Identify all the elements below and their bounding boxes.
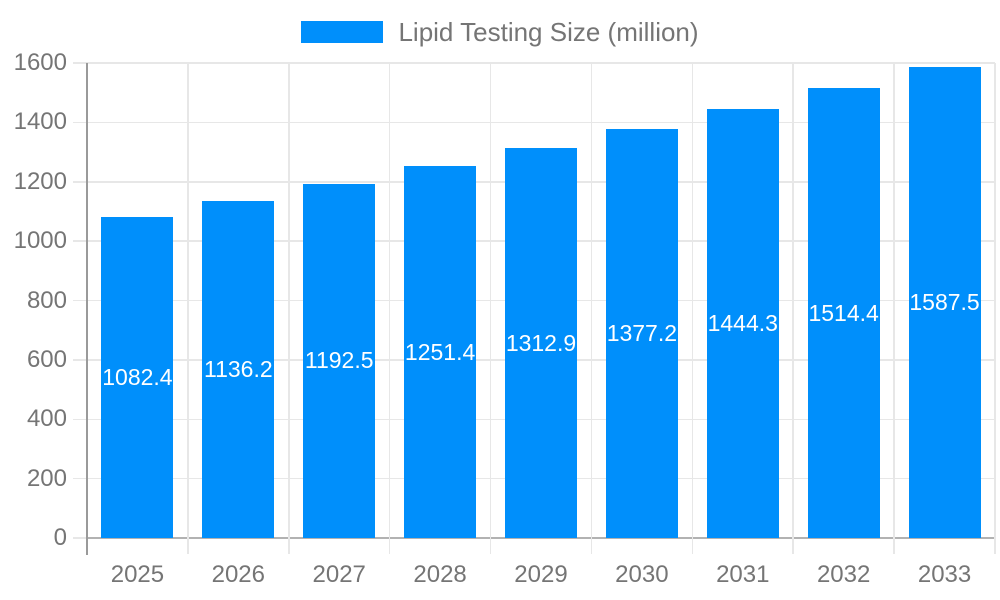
y-tick-mark [73, 121, 87, 124]
x-axis-tick-label: 2026 [211, 561, 265, 588]
y-tick-mark [73, 62, 87, 64]
bar[interactable]: 1251.4 [404, 166, 477, 538]
x-gridline [187, 63, 189, 538]
x-tick-mark [288, 538, 290, 554]
x-gridline [388, 63, 391, 538]
x-gridline [691, 63, 694, 538]
y-axis-tick-label: 800 [26, 286, 67, 314]
y-axis-tick-label: 0 [53, 524, 67, 551]
y-axis-tick-label: 600 [26, 345, 67, 373]
x-axis-tick-label: 2032 [816, 561, 871, 588]
y-tick-mark [73, 240, 87, 242]
x-gridline [489, 63, 492, 538]
bar[interactable]: 1192.5 [303, 183, 376, 538]
x-axis-tick-label: 2025 [110, 561, 165, 588]
y-gridline [87, 62, 995, 64]
bar[interactable]: 1514.4 [807, 88, 880, 538]
y-axis-tick-label: 1000 [13, 227, 67, 255]
bar-value-label: 1312.9 [505, 329, 577, 356]
bar-value-label: 1192.5 [304, 347, 374, 374]
legend-swatch-icon [301, 21, 384, 43]
y-axis-tick-label: 1400 [13, 108, 67, 136]
x-axis-tick-label: 2033 [917, 561, 972, 588]
y-axis-tick-label: 400 [26, 405, 67, 433]
bar-value-label: 1082.4 [102, 363, 173, 390]
x-gridline [288, 63, 290, 538]
x-tick-mark [590, 538, 593, 554]
y-tick-mark [73, 299, 87, 302]
y-axis-tick-label: 200 [26, 464, 67, 492]
x-tick-mark [187, 538, 189, 554]
x-tick-mark [792, 538, 794, 554]
y-gridline [87, 121, 995, 124]
bar[interactable]: 1312.9 [505, 148, 577, 538]
y-tick-mark [73, 359, 87, 361]
y-axis-tick-label: 1200 [13, 167, 67, 195]
x-tick-mark [893, 538, 895, 554]
y-tick-mark [73, 537, 87, 539]
bar-value-label: 1444.3 [707, 310, 778, 337]
legend-label: Lipid Testing Size (million) [398, 17, 699, 47]
chart-legend[interactable]: Lipid Testing Size (million) [0, 12, 1000, 52]
x-axis-tick-label: 2028 [413, 561, 467, 588]
x-gridline [590, 63, 593, 538]
x-tick-mark [489, 538, 492, 554]
zero-gridline [87, 537, 995, 540]
x-axis-tick-label: 2029 [514, 561, 568, 588]
x-axis-tick-label: 2027 [312, 561, 366, 588]
y-tick-mark [73, 418, 87, 420]
x-tick-mark [388, 538, 391, 554]
x-gridline [994, 63, 996, 538]
bar[interactable]: 1587.5 [908, 66, 981, 538]
x-gridline [893, 63, 895, 538]
y-tick-mark [73, 477, 87, 480]
bar-value-label: 1514.4 [808, 299, 879, 326]
y-axis-tick-label: 1600 [13, 49, 67, 76]
x-axis-tick-label: 2031 [716, 561, 770, 588]
bar[interactable]: 1136.2 [202, 200, 275, 538]
y-axis-line [86, 63, 88, 555]
bar[interactable]: 1377.2 [605, 129, 678, 538]
x-gridline [792, 63, 794, 538]
x-tick-mark [691, 538, 694, 554]
x-axis-tick-label: 2030 [615, 561, 669, 588]
bar-value-label: 1377.2 [606, 320, 678, 347]
y-tick-mark [73, 181, 87, 183]
bar[interactable]: 1444.3 [706, 109, 779, 538]
bar[interactable]: 1082.4 [101, 216, 174, 538]
bar-value-label: 1136.2 [204, 355, 273, 382]
bar-value-label: 1587.5 [909, 288, 980, 315]
bar-value-label: 1251.4 [404, 338, 476, 365]
x-tick-mark [994, 538, 996, 554]
